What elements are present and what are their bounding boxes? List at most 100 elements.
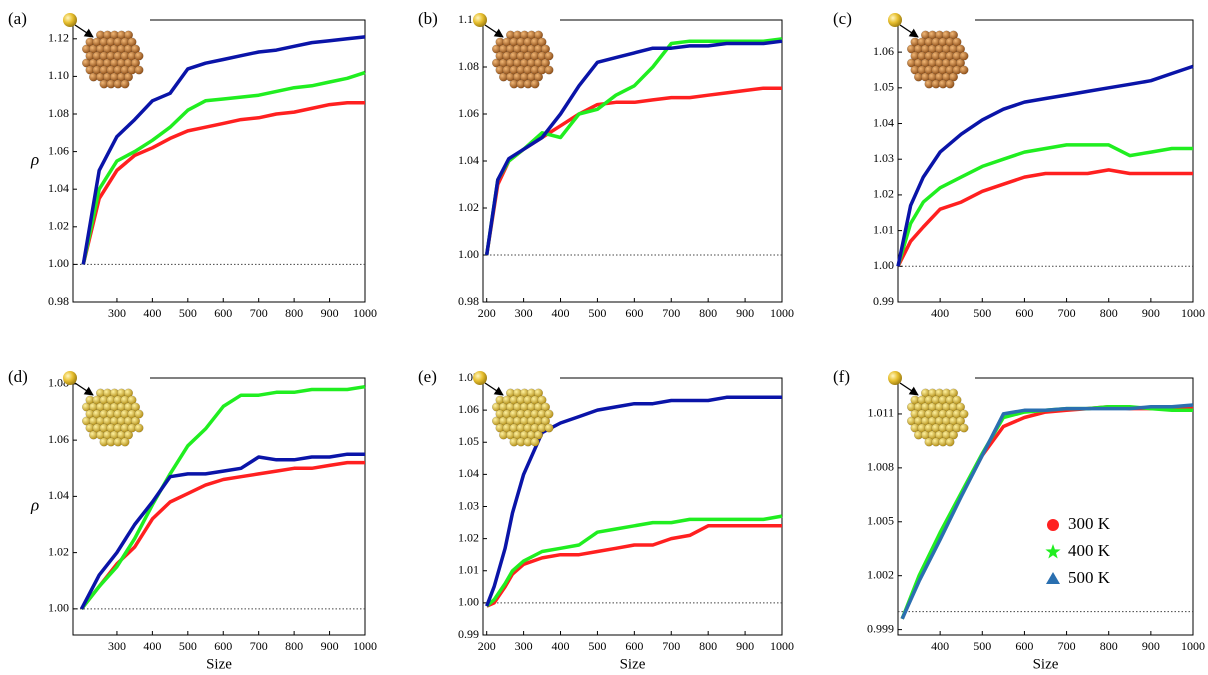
panel-label: (d) xyxy=(8,367,28,386)
panel-label: (c) xyxy=(833,9,852,28)
series-line xyxy=(896,64,1194,267)
x-tick-label: 1000 xyxy=(1181,306,1205,320)
y-tick-label: 1.02 xyxy=(458,530,479,544)
y-tick-label: 1.01 xyxy=(873,222,894,236)
atom-ball xyxy=(888,371,902,385)
plot-frame xyxy=(897,377,1194,636)
y-tick-label: 1.008 xyxy=(867,460,894,474)
x-tick-label: 500 xyxy=(588,639,606,653)
x-axis-label: Size xyxy=(1033,656,1059,672)
series-line xyxy=(485,395,782,607)
nanoparticle-atom xyxy=(134,65,144,75)
arrow xyxy=(484,24,504,38)
y-tick-label: 1.04 xyxy=(873,115,894,129)
nanoparticle-atom xyxy=(959,65,969,75)
nanoparticle-atom xyxy=(130,402,140,412)
plot-frame xyxy=(897,19,1194,303)
nanoparticle-atom xyxy=(530,437,540,447)
nanoparticle-atom xyxy=(959,51,969,61)
x-tick-label: 400 xyxy=(931,639,949,653)
nanoparticle-atom xyxy=(544,423,554,433)
x-tick-label: 800 xyxy=(285,306,303,320)
y-tick-label: 1.10 xyxy=(48,68,69,82)
series-line xyxy=(484,86,782,256)
x-tick-label: 200 xyxy=(478,639,496,653)
x-tick-label: 900 xyxy=(1142,639,1160,653)
y-tick-label: 1.02 xyxy=(873,187,894,201)
nanoparticle-atom xyxy=(530,79,540,89)
y-tick-label: 1.02 xyxy=(48,544,69,558)
x-tick-label: 500 xyxy=(588,306,606,320)
nanoparticle-atom xyxy=(127,37,137,47)
nanoparticle-atom xyxy=(956,58,966,68)
atom-ball xyxy=(63,13,77,27)
y-tick-label: 1.011 xyxy=(867,406,894,420)
y-tick-label: 1.12 xyxy=(48,31,69,45)
x-tick-label: 600 xyxy=(625,639,643,653)
series-line xyxy=(81,35,366,265)
nanoparticle-atom xyxy=(956,44,966,54)
y-tick-label: 1.06 xyxy=(48,432,69,446)
y-tick-label: 1.05 xyxy=(458,434,479,448)
x-tick-label: 300 xyxy=(108,639,126,653)
y-tick-label: 1.00 xyxy=(48,601,69,615)
x-tick-label: 700 xyxy=(1058,306,1076,320)
y-tick-label: 1.00 xyxy=(873,258,894,272)
nanoparticle-atom xyxy=(120,79,130,89)
legend-label: 300 K xyxy=(1068,514,1111,533)
atom-ball xyxy=(63,371,77,385)
y-tick-label: 1.06 xyxy=(873,44,894,58)
x-tick-label: 400 xyxy=(143,639,161,653)
x-tick-label: 800 xyxy=(699,639,717,653)
series-line xyxy=(79,452,365,610)
nanoparticle-atom xyxy=(945,437,955,447)
y-tick-label: 0.98 xyxy=(458,294,479,308)
nanoparticle-atom xyxy=(959,423,969,433)
y-tick-label: 1.04 xyxy=(458,466,479,480)
nanoparticle-atom xyxy=(534,30,544,40)
x-tick-label: 400 xyxy=(552,639,570,653)
y-tick-label: 1.04 xyxy=(48,488,69,502)
nanoparticle-atom xyxy=(952,395,962,405)
y-tick-label: 1.00 xyxy=(458,247,479,261)
nanoparticle-atom xyxy=(541,402,551,412)
x-tick-label: 600 xyxy=(625,306,643,320)
x-tick-label: 200 xyxy=(478,306,496,320)
x-axis-label: Size xyxy=(206,656,232,672)
nanoparticle-atom xyxy=(544,65,554,75)
nanoparticle-atom xyxy=(537,37,547,47)
y-tick-label: 1.00 xyxy=(458,595,479,609)
atom-ball xyxy=(473,371,487,385)
inset-background xyxy=(74,375,150,381)
legend-marker xyxy=(1046,572,1060,584)
nanoparticle-atom xyxy=(949,30,959,40)
nanoparticle-atom xyxy=(544,51,554,61)
atom-ball xyxy=(888,13,902,27)
x-tick-label: 1000 xyxy=(770,639,794,653)
x-tick-label: 700 xyxy=(250,639,268,653)
nanoparticle-atom xyxy=(130,44,140,54)
x-tick-label: 900 xyxy=(1142,306,1160,320)
x-tick-label: 800 xyxy=(1100,306,1118,320)
x-tick-label: 700 xyxy=(662,639,680,653)
y-tick-label: 0.99 xyxy=(458,627,479,641)
nanoparticle-atom xyxy=(123,30,133,40)
x-tick-label: 300 xyxy=(515,306,533,320)
x-tick-label: 700 xyxy=(1058,639,1076,653)
x-tick-label: 900 xyxy=(321,639,339,653)
inset-background xyxy=(484,17,560,23)
y-tick-label: 0.99 xyxy=(873,294,894,308)
x-tick-label: 600 xyxy=(1015,306,1033,320)
legend-label: 500 K xyxy=(1068,568,1111,587)
x-tick-label: 700 xyxy=(250,306,268,320)
y-tick-label: 1.06 xyxy=(48,143,69,157)
y-tick-label: 1.005 xyxy=(867,514,894,528)
panel-label: (a) xyxy=(8,9,27,28)
y-tick-label: 1.02 xyxy=(48,219,69,233)
nanoparticle-atom xyxy=(956,416,966,426)
nanoparticle-atom xyxy=(534,430,544,440)
x-tick-label: 400 xyxy=(143,306,161,320)
nanoparticle-atom xyxy=(952,37,962,47)
x-tick-label: 1000 xyxy=(770,306,794,320)
